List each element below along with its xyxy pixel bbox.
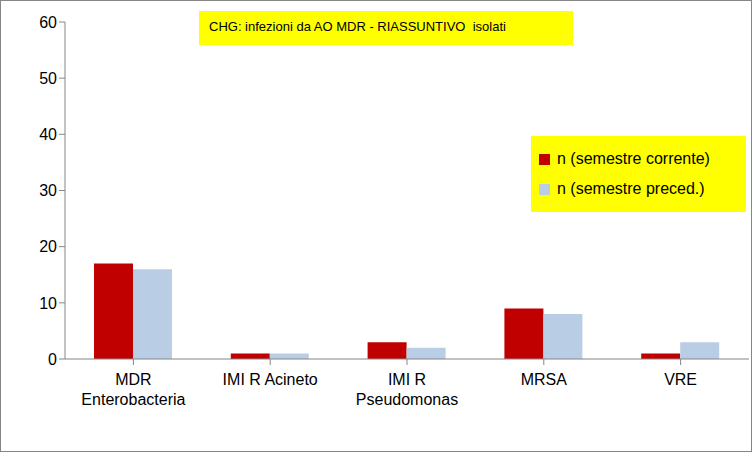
svg-text:VRE: VRE (664, 371, 697, 388)
svg-text:IMI R Acineto: IMI R Acineto (223, 371, 318, 388)
svg-text:60: 60 (39, 14, 57, 31)
svg-text:MDREnterobacteria: MDREnterobacteria (81, 371, 185, 408)
html-text:CHG: infezioni da AO MDR - RIA: CHG: infezioni da AO MDR - RIASSUNTIVO i… (209, 19, 506, 34)
html-text:n (semestre preced.): n (semestre preced.) (557, 180, 705, 197)
svg-text:10: 10 (39, 295, 57, 312)
svg-text:20: 20 (39, 238, 57, 255)
svg-text:50: 50 (39, 70, 57, 87)
svg-text:40: 40 (39, 126, 57, 143)
svg-text:0: 0 (48, 351, 57, 368)
html-text:n (semestre corrente): n (semestre corrente) (557, 150, 710, 167)
svg-text:IMI RPseudomonas: IMI RPseudomonas (356, 371, 458, 408)
svg-text:30: 30 (39, 182, 57, 199)
svg-text:MRSA: MRSA (521, 371, 568, 388)
